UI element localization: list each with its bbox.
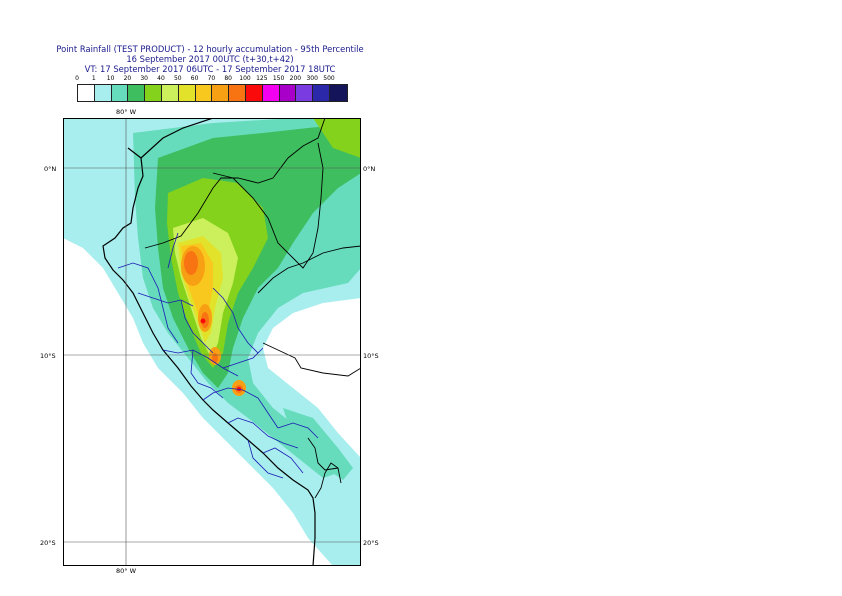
- legend-swatch: [212, 85, 230, 101]
- legend-swatch: [329, 85, 347, 101]
- legend-threshold-label: 500: [323, 75, 335, 82]
- lat-label-left-10: 10°S: [40, 352, 56, 360]
- legend-swatch: [313, 85, 330, 101]
- legend-threshold-label: 80: [224, 75, 233, 82]
- legend-threshold-label: 30: [140, 75, 149, 82]
- legend-threshold-label: 100: [239, 75, 251, 82]
- lat-label-left-20: 20°S: [40, 539, 56, 547]
- validity-time-label: VT: 17 September 2017 06UTC - 17 Septemb…: [84, 64, 336, 74]
- lat-label-right-0: 0°N: [363, 165, 376, 173]
- legend-threshold-label: 0: [75, 75, 79, 82]
- lat-label-right-20: 20°S: [363, 539, 379, 547]
- legend-swatch: [178, 85, 196, 101]
- legend-swatch: [145, 85, 162, 101]
- legend-swatch: [161, 85, 179, 101]
- chart-title: Point Rainfall (TEST PRODUCT) - 12 hourl…: [56, 44, 364, 54]
- legend-swatch: [195, 85, 213, 101]
- graticule: [63, 118, 361, 566]
- legend-swatch: [245, 85, 263, 101]
- legend-swatch: [296, 85, 314, 101]
- legend-threshold-label: 125: [256, 75, 268, 82]
- legend-swatch: [111, 85, 129, 101]
- lon-label-bottom: 80° W: [116, 567, 137, 575]
- legend-threshold-label: 200: [289, 75, 302, 82]
- legend-swatch: [262, 85, 280, 101]
- legend-swatch: [78, 85, 95, 101]
- country-borders: [144, 117, 362, 499]
- legend-threshold-label: 10: [106, 75, 115, 82]
- lat-label-left-0: 0°N: [44, 165, 57, 173]
- legend-threshold-label: 20: [123, 75, 132, 82]
- legend-threshold-label: 60: [190, 75, 199, 82]
- rainfall-map: [63, 117, 362, 570]
- region-borders: [117, 232, 319, 479]
- legend-threshold-label: 70: [207, 75, 216, 82]
- map-frame: [63, 118, 361, 566]
- legend-swatch: [94, 85, 112, 101]
- run-time-label: 16 September 2017 00UTC (t+30,t+42): [126, 54, 294, 64]
- legend-swatch: [128, 85, 146, 101]
- legend-threshold-label: 40: [157, 75, 165, 82]
- legend-color-bar: [77, 84, 348, 102]
- legend-threshold-label: 300: [306, 75, 318, 82]
- legend-threshold-label: 50: [173, 75, 182, 82]
- legend-threshold-label: 1: [91, 75, 96, 82]
- legend-swatch: [279, 85, 297, 101]
- legend-threshold-label: 150: [272, 75, 285, 82]
- lat-label-right-10: 10°S: [363, 352, 379, 360]
- legend-swatch: [229, 85, 246, 101]
- lon-label-top: 80° W: [116, 108, 137, 116]
- coastline: [102, 117, 316, 567]
